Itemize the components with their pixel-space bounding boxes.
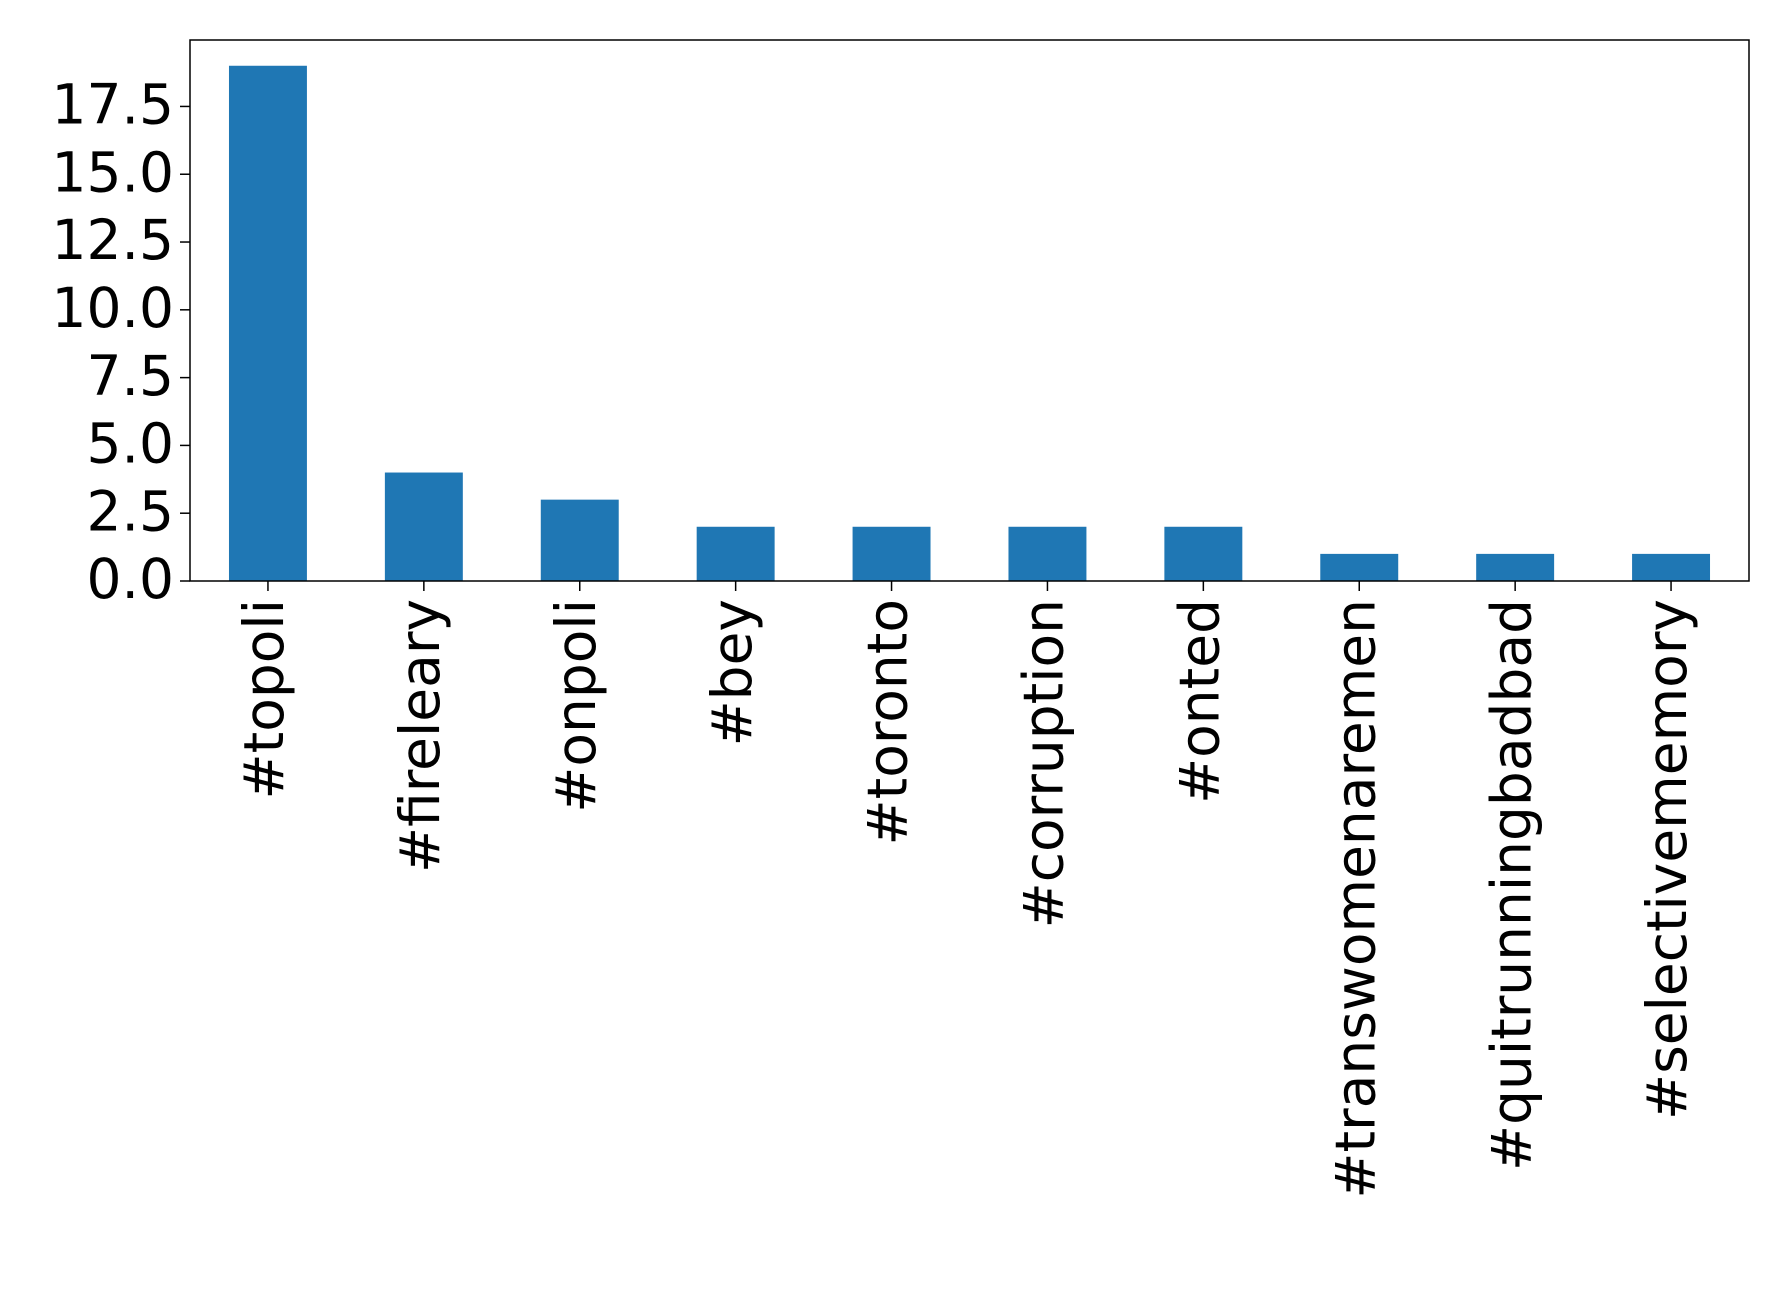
y-tick-label: 0.0 — [87, 547, 174, 611]
y-tick-label: 10.0 — [52, 276, 174, 340]
y-tick-label: 12.5 — [52, 208, 174, 272]
bar — [1476, 553, 1555, 581]
x-tick-label: #onpoli — [544, 599, 608, 813]
x-tick-label: #transwomenaremen — [1323, 599, 1387, 1199]
y-tick-label: 2.5 — [87, 479, 174, 543]
bar — [1008, 526, 1087, 581]
y-tick-label: 5.0 — [87, 412, 174, 476]
x-tick-label: #bey — [700, 599, 764, 746]
x-tick-label: #corruption — [1012, 599, 1076, 928]
x-tick-label: #quitrunningbadbad — [1479, 599, 1543, 1171]
x-tick-label: #topoli — [232, 599, 296, 799]
x-tick-label: #fireleary — [388, 599, 452, 873]
bar — [1320, 553, 1399, 581]
y-tick-label: 17.5 — [52, 73, 174, 137]
x-tick-label: #onted — [1167, 599, 1231, 804]
y-tick-label: 7.5 — [87, 344, 174, 408]
x-tick-label: #selectivememory — [1635, 599, 1699, 1120]
bar — [696, 526, 775, 581]
bar — [540, 499, 619, 581]
x-tick-label: #toronto — [856, 599, 920, 845]
bar — [228, 65, 307, 581]
y-tick-label: 15.0 — [52, 140, 174, 204]
bar — [384, 472, 463, 581]
bar — [852, 526, 931, 581]
bar — [1164, 526, 1243, 581]
bar — [1632, 553, 1711, 581]
